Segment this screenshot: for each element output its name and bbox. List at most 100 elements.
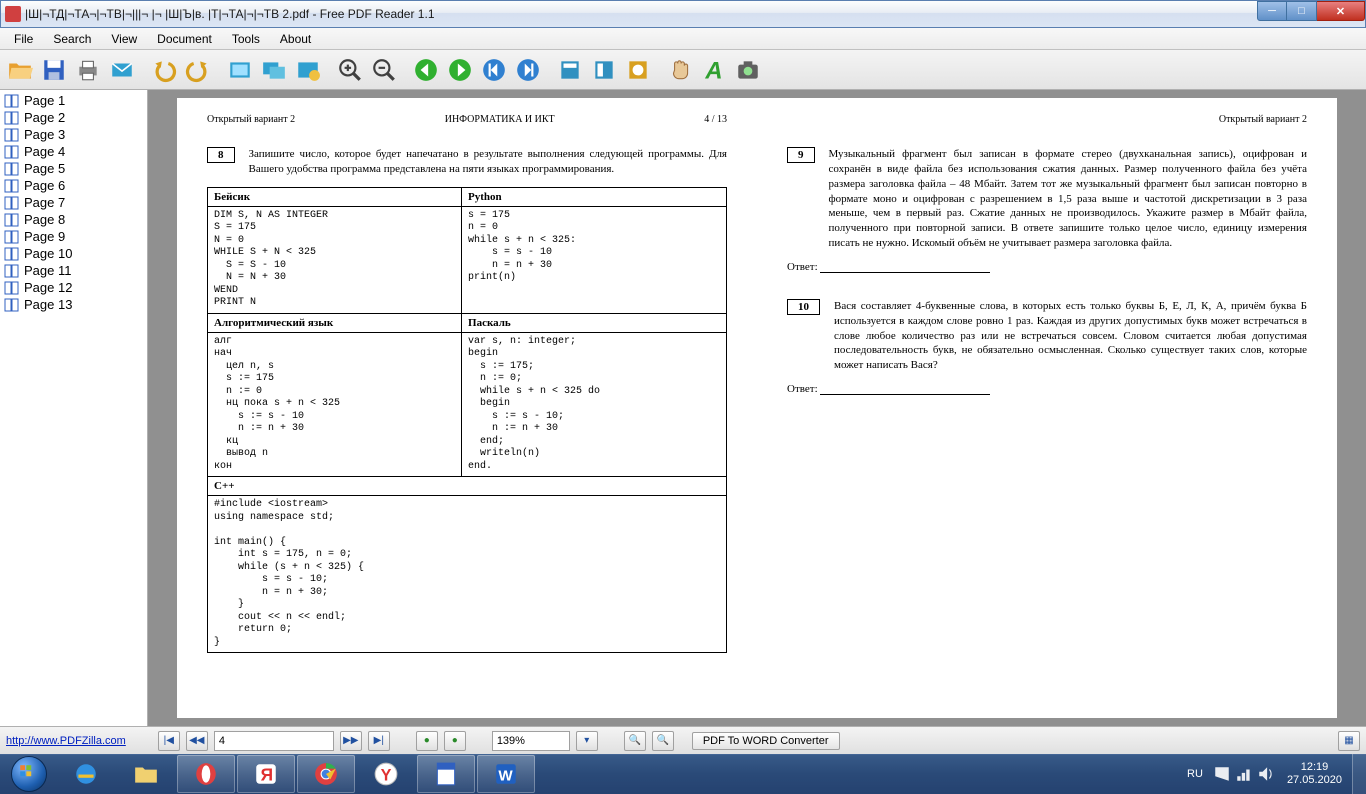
zoomin-button[interactable] [334,54,366,86]
menu-search[interactable]: Search [43,30,101,48]
search-button[interactable]: 🔍 [624,731,646,751]
sidebar-page-item[interactable]: Page 10 [2,245,145,262]
snapshot1-button[interactable] [224,54,256,86]
system-tray: RU 12:19 27.05.2020 [1187,754,1366,794]
tool1-button[interactable] [554,54,586,86]
task-word[interactable]: W [477,755,535,793]
answer-label: Ответ: [787,383,818,395]
question-text: Вася составляет 4-буквенные слова, в кот… [834,299,1307,373]
page-icon [4,179,22,193]
clock-date: 27.05.2020 [1287,774,1342,787]
menu-view[interactable]: View [101,30,147,48]
menu-file[interactable]: File [4,30,43,48]
snapshot2-button[interactable] [258,54,290,86]
minimize-button[interactable]: ─ [1257,1,1287,21]
table-header: Бейсик [208,187,462,206]
redo-button[interactable] [182,54,214,86]
task-ie[interactable] [57,755,115,793]
code-table: БейсикPython DIM S, N AS INTEGER S = 175… [207,187,727,654]
zoom-dec[interactable]: ● [416,731,438,751]
undo-button[interactable] [148,54,180,86]
page-label: Page 7 [24,195,65,210]
nav-first[interactable]: |◀ [158,731,180,751]
answer-label: Ответ: [787,261,818,273]
tool3-button[interactable] [622,54,654,86]
tray-lang[interactable]: RU [1187,768,1203,780]
menu-tools[interactable]: Tools [222,30,270,48]
tool2-button[interactable] [588,54,620,86]
header-subject: ИНФОРМАТИКА И ИКТ [445,114,555,125]
menu-document[interactable]: Document [147,30,222,48]
prevpage-button[interactable] [410,54,442,86]
sidebar-page-item[interactable]: Page 4 [2,143,145,160]
page-number-input[interactable] [214,731,334,751]
titlebar: |Ш|¬ТД|¬ТА¬|¬ТВ|¬|||¬ |¬ |Ш|Ъ|в. |Т|¬ТА|… [0,0,1366,28]
page-icon [4,281,22,295]
task-opera[interactable] [177,755,235,793]
pdf-page: Открытый вариант 2 ИНФОРМАТИКА И ИКТ 4 /… [177,98,1337,718]
task-pdfreader[interactable] [417,755,475,793]
nav-next[interactable]: ▶▶ [340,731,362,751]
table-header: Python [462,187,727,206]
page-icon [4,94,22,108]
sidebar-page-item[interactable]: Page 12 [2,279,145,296]
task-explorer[interactable] [117,755,175,793]
page-sidebar[interactable]: Page 1 Page 2 Page 3 Page 4 Page 5 Page … [0,90,148,726]
pdf-viewer[interactable]: Открытый вариант 2 ИНФОРМАТИКА И ИКТ 4 /… [148,90,1366,726]
page-label: Page 3 [24,127,65,142]
sidebar-page-item[interactable]: Page 7 [2,194,145,211]
sidebar-page-item[interactable]: Page 9 [2,228,145,245]
pdfzilla-link[interactable]: http://www.PDFZilla.com [6,735,126,747]
open-button[interactable] [4,54,36,86]
page-label: Page 9 [24,229,65,244]
sidebar-page-item[interactable]: Page 13 [2,296,145,313]
page-label: Page 10 [24,246,72,261]
header-variant: Открытый вариант 2 [207,114,295,125]
task-chrome[interactable] [297,755,355,793]
hand-tool-button[interactable] [664,54,696,86]
snapshot3-button[interactable] [292,54,324,86]
sidebar-page-item[interactable]: Page 2 [2,109,145,126]
zoom-inc[interactable]: ● [444,731,466,751]
task-yabrowser[interactable]: Y [357,755,415,793]
page-label: Page 2 [24,110,65,125]
page-icon [4,128,22,142]
menubar: File Search View Document Tools About [0,28,1366,50]
firstpage-button[interactable] [478,54,510,86]
zoomout-button[interactable] [368,54,400,86]
zoom-dropdown[interactable]: ▾ [576,731,598,751]
nextpage-button[interactable] [444,54,476,86]
code-python: s = 175 n = 0 while s + n < 325: s = s -… [468,210,720,285]
text-tool-button[interactable]: A [698,54,730,86]
header-pagenum: 4 / 13 [704,114,727,125]
sidebar-page-item[interactable]: Page 8 [2,211,145,228]
zoom-input[interactable] [492,731,570,751]
search-next[interactable]: 🔍 [652,731,674,751]
lastpage-button[interactable] [512,54,544,86]
sidebar-page-item[interactable]: Page 3 [2,126,145,143]
print-button[interactable] [72,54,104,86]
tray-clock[interactable]: 12:19 27.05.2020 [1277,761,1352,787]
menu-about[interactable]: About [270,30,321,48]
show-desktop[interactable] [1352,754,1366,794]
camera-button[interactable] [732,54,764,86]
save-button[interactable] [38,54,70,86]
sidebar-page-item[interactable]: Page 6 [2,177,145,194]
start-button[interactable] [2,754,56,794]
toolbar: A [0,50,1366,90]
maximize-button[interactable]: □ [1287,1,1317,21]
sidebar-page-item[interactable]: Page 11 [2,262,145,279]
sidebar-page-item[interactable]: Page 1 [2,92,145,109]
sidebar-page-item[interactable]: Page 5 [2,160,145,177]
pdf-to-word-button[interactable]: PDF To WORD Converter [692,732,840,750]
question-text: Запишите число, которое будет напечатано… [249,147,728,177]
mail-button[interactable] [106,54,138,86]
question-number: 8 [207,147,235,163]
close-button[interactable]: ✕ [1317,1,1365,21]
view-mode-button[interactable]: ▦ [1338,731,1360,751]
nav-prev[interactable]: ◀◀ [186,731,208,751]
page-icon [4,145,22,159]
nav-last[interactable]: ▶| [368,731,390,751]
window-title: |Ш|¬ТД|¬ТА¬|¬ТВ|¬|||¬ |¬ |Ш|Ъ|в. |Т|¬ТА|… [25,7,435,21]
task-yandex[interactable]: Я [237,755,295,793]
